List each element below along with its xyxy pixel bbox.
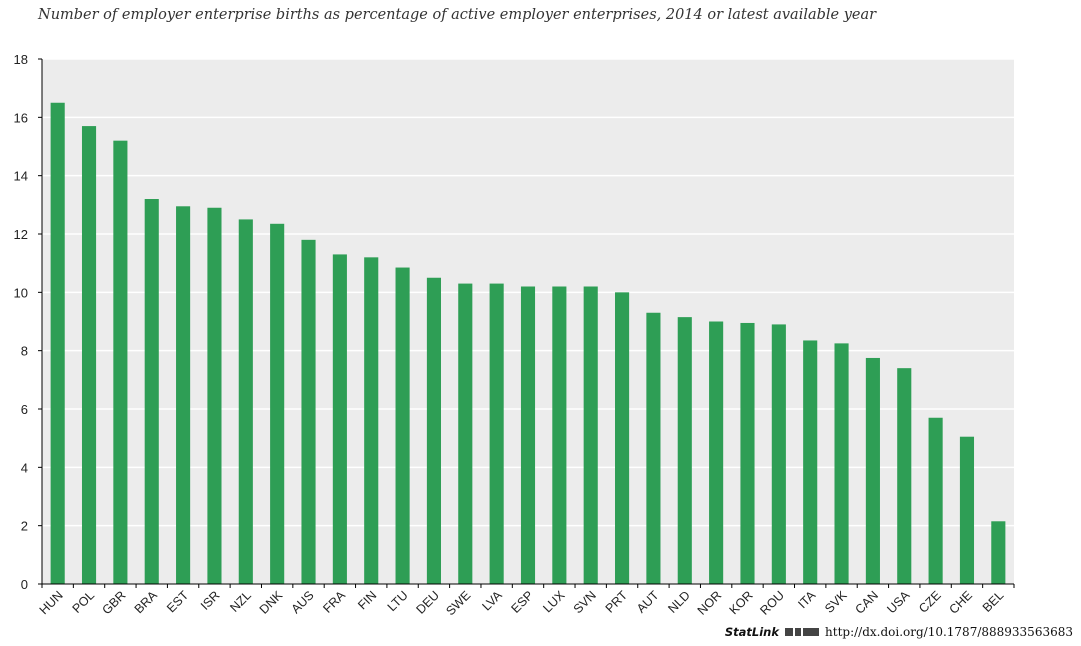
bar-aus <box>301 239 316 585</box>
bar-aut <box>646 312 661 584</box>
bar-can <box>865 357 880 584</box>
x-tick-label: LUX <box>540 588 568 616</box>
bar-ita <box>803 340 818 584</box>
bar-dnk <box>270 223 285 584</box>
bar-hun <box>50 102 65 584</box>
x-tick-labels: HUN POL GBR BRA EST ISR NZL DNK AUS FRA FIN LTU DEU S… <box>37 588 1007 619</box>
bar-swe <box>458 283 473 584</box>
x-tick-label: DNK <box>257 588 286 617</box>
bar-bra <box>144 199 159 584</box>
x-tick-label: SVN <box>571 588 599 616</box>
statlink-url[interactable]: http://dx.doi.org/10.1787/888933563683 <box>825 625 1073 639</box>
x-tick-label: BEL <box>980 588 1007 615</box>
statlink-label: StatLink <box>724 625 780 639</box>
bar-cze <box>928 417 943 584</box>
chart-title: Number of employer enterprise births as … <box>38 7 877 23</box>
x-tick-label: NOR <box>695 588 725 618</box>
y-tick-label: 2 <box>21 519 28 534</box>
bars <box>50 102 1006 585</box>
x-tick-label: CZE <box>916 588 944 616</box>
y-tick-labels: 0 2 4 6 8 10 12 14 16 18 <box>14 52 28 592</box>
y-tick-label: 8 <box>21 344 28 359</box>
y-tick-label: 16 <box>14 110 28 125</box>
y-tick-label: 18 <box>14 52 28 67</box>
x-tick-label: ITA <box>795 588 818 611</box>
y-tick-label: 6 <box>21 402 28 417</box>
x-tick-label: LTU <box>385 588 411 614</box>
bar-nzl <box>238 219 253 584</box>
bar-est <box>176 206 191 584</box>
x-tick-label: FIN <box>355 588 379 612</box>
x-tick-label: ROU <box>757 588 787 618</box>
bar-bel <box>991 521 1006 584</box>
bar-esp <box>520 286 536 584</box>
bar-lux <box>552 286 567 584</box>
bar-usa <box>897 368 912 584</box>
bar-che <box>959 436 975 584</box>
x-tick-label: AUS <box>289 588 317 616</box>
bar-rou <box>771 324 786 584</box>
bar-svk <box>834 343 849 584</box>
x-tick-label: SWE <box>443 588 473 618</box>
x-tick-label: CHE <box>947 588 976 617</box>
y-tick-label: 4 <box>21 460 28 475</box>
x-tick-label: POL <box>70 588 98 616</box>
x-tick-label: BRA <box>132 588 161 617</box>
bar-pol <box>81 126 97 584</box>
bar-svn <box>583 286 598 584</box>
bar-fra <box>332 254 347 584</box>
x-tick-label: PRT <box>603 588 631 616</box>
x-tick-label: AUT <box>634 588 662 616</box>
x-tick-label: EST <box>164 588 191 615</box>
x-tick-label: SVK <box>822 588 850 616</box>
x-tick-label: ESP <box>509 588 537 616</box>
axes <box>38 58 1015 588</box>
bar-fin <box>364 257 379 584</box>
x-tick-label: LVA <box>479 588 505 614</box>
y-tick-label: 14 <box>14 169 28 184</box>
y-tick-label: 0 <box>21 577 28 592</box>
bar-prt <box>615 292 630 584</box>
bar-isr <box>207 207 222 584</box>
bar-kor <box>740 322 755 584</box>
x-tick-label: ISR <box>198 588 223 613</box>
bar-lva <box>489 283 504 584</box>
statlink-logo-icon <box>785 627 820 637</box>
bar-nor <box>709 321 724 584</box>
bar-gbr <box>113 140 128 584</box>
bar-ltu <box>395 267 410 584</box>
x-tick-label: HUN <box>37 588 66 617</box>
x-tick-label: CAN <box>852 588 881 617</box>
bar-nld <box>677 317 692 584</box>
x-tick-label: NLD <box>665 588 693 616</box>
x-tick-label: GBR <box>99 588 128 617</box>
x-tick-label: DEU <box>413 588 442 617</box>
x-tick-label: KOR <box>727 588 756 617</box>
y-tick-label: 12 <box>14 227 28 242</box>
y-tick-label: 10 <box>14 285 28 300</box>
x-tick-label: FRA <box>320 588 348 616</box>
statlink: StatLink http://dx.doi.org/10.1787/88893… <box>725 624 1073 640</box>
bar-deu <box>426 277 441 584</box>
x-tick-label: USA <box>884 588 913 617</box>
x-tick-label: NZL <box>227 588 254 615</box>
